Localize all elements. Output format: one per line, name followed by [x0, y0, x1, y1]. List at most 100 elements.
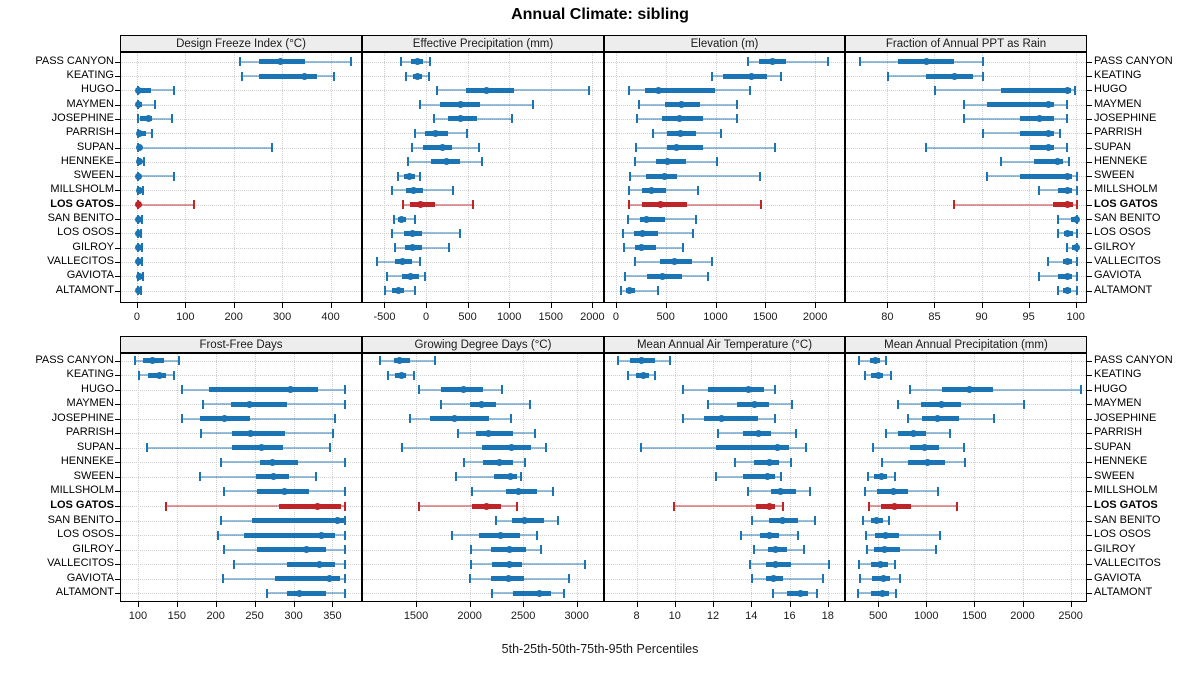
axis-tick-label: 8: [633, 610, 640, 622]
whisker-cap-95th: [427, 71, 430, 81]
whisker-range-5-95: [866, 548, 936, 551]
site-label-right: VALLECITOS: [1094, 254, 1161, 267]
site-label-right: GAVIOTA: [1094, 571, 1142, 584]
whisker-cap-95th: [696, 185, 699, 195]
axis-tick: [136, 303, 138, 308]
row-tick-right: [1087, 506, 1092, 507]
grid-line-horizontal: [605, 261, 844, 263]
median-dot: [135, 215, 143, 223]
grid-line-vertical: [815, 53, 817, 302]
whisker-cap-95th: [344, 574, 347, 584]
axis-tick: [615, 303, 617, 308]
row-tick-right: [1087, 290, 1092, 292]
row-tick-right: [1087, 76, 1092, 77]
axis-tick: [185, 303, 187, 308]
axis-tick-label: 16: [783, 610, 796, 622]
grid-line-horizontal: [121, 520, 361, 522]
iqr-bar-25-75: [1001, 87, 1072, 93]
panel-plot-area: [846, 53, 1086, 302]
whisker-cap-95th: [1066, 114, 1069, 124]
grid-line-horizontal: [363, 375, 603, 377]
whisker-cap-95th: [478, 143, 481, 152]
iqr-bar-25-75: [286, 561, 335, 567]
whisker-cap-95th: [1073, 85, 1076, 95]
row-tick-left: [115, 290, 120, 292]
whisker-cap-95th: [412, 370, 415, 380]
whisker-cap-95th: [681, 243, 684, 253]
site-label-left: PASS CANYON: [35, 54, 114, 67]
whisker-cap-5th: [180, 385, 183, 395]
whisker-cap-5th: [180, 414, 183, 424]
whisker-cap-5th: [456, 428, 459, 438]
median-dot: [277, 58, 285, 66]
grid-line-vertical: [934, 53, 936, 302]
site-label-left: SAN BENITO: [47, 513, 114, 526]
axis-tick-label: 500: [458, 311, 477, 323]
median-dot: [639, 371, 647, 379]
median-dot: [459, 386, 467, 394]
grid-line-horizontal: [363, 176, 603, 178]
site-label-right: JOSEPHINE: [1094, 111, 1157, 124]
whisker-cap-95th: [759, 171, 762, 181]
grid-line-horizontal: [846, 276, 1086, 278]
median-dot: [877, 473, 885, 481]
whisker-cap-5th: [628, 171, 631, 181]
row-tick-left: [115, 219, 120, 220]
median-dot: [431, 129, 439, 137]
whisker-cap-95th: [447, 243, 450, 253]
whisker-cap-5th: [716, 428, 719, 438]
axis-tick-label: 0: [612, 311, 619, 323]
whisker-cap-5th: [470, 486, 473, 496]
iqr-bar-25-75: [513, 590, 551, 596]
whisker-cap-5th: [634, 143, 637, 152]
median-dot: [456, 115, 464, 123]
axis-tick-label: 95: [1022, 311, 1035, 323]
whisker-cap-5th: [682, 414, 685, 424]
grid-line-horizontal: [363, 360, 603, 362]
median-dot: [882, 531, 890, 539]
iqr-bar-25-75: [232, 445, 283, 451]
iqr-bar-25-75: [639, 216, 665, 222]
row-tick-left: [115, 76, 120, 77]
whisker-cap-95th: [414, 214, 417, 224]
x-axis-caption: 5th-25th-50th-75th-95th Percentiles: [501, 642, 699, 656]
axis-tick: [789, 602, 791, 607]
whisker-cap-95th: [172, 370, 175, 380]
axis-tick-label: 1500: [962, 610, 987, 622]
whisker-cap-5th: [887, 71, 890, 81]
grid-line-horizontal: [121, 104, 361, 106]
site-label-left: LOS GATOS: [50, 499, 114, 511]
median-dot: [477, 400, 485, 408]
row-tick-left: [115, 133, 120, 135]
whisker-cap-95th: [736, 100, 739, 110]
median-dot: [451, 415, 459, 423]
whisker-cap-5th: [1056, 228, 1059, 238]
median-dot: [750, 400, 758, 408]
iqr-bar-25-75: [251, 518, 344, 524]
median-dot: [637, 357, 645, 364]
whisker-cap-95th: [170, 114, 173, 124]
site-label-right: ALTAMONT: [1094, 283, 1153, 296]
row-tick-right: [1087, 261, 1092, 263]
whisker-cap-5th: [378, 356, 381, 365]
median-dot: [135, 244, 143, 252]
axis-tick-label: 100: [176, 311, 195, 323]
whisker-cap-95th: [715, 157, 718, 167]
median-dot: [520, 517, 528, 525]
whisker-range-5-95: [926, 146, 1068, 149]
whisker-cap-5th: [1000, 157, 1003, 167]
median-dot: [406, 172, 414, 180]
median-dot: [135, 258, 143, 266]
whisker-cap-95th: [568, 574, 571, 584]
site-label-left: VALLECITOS: [47, 557, 114, 570]
whisker-cap-5th: [405, 71, 408, 81]
median-dot: [777, 487, 785, 495]
median-dot: [874, 371, 882, 379]
grid-line-horizontal: [605, 506, 844, 507]
whisker-cap-95th: [424, 271, 427, 281]
row-tick-right: [1087, 578, 1092, 580]
whisker-cap-95th: [1066, 143, 1069, 152]
whisker-cap-95th: [706, 271, 709, 281]
median-dot: [676, 115, 684, 123]
median-dot: [245, 400, 253, 408]
